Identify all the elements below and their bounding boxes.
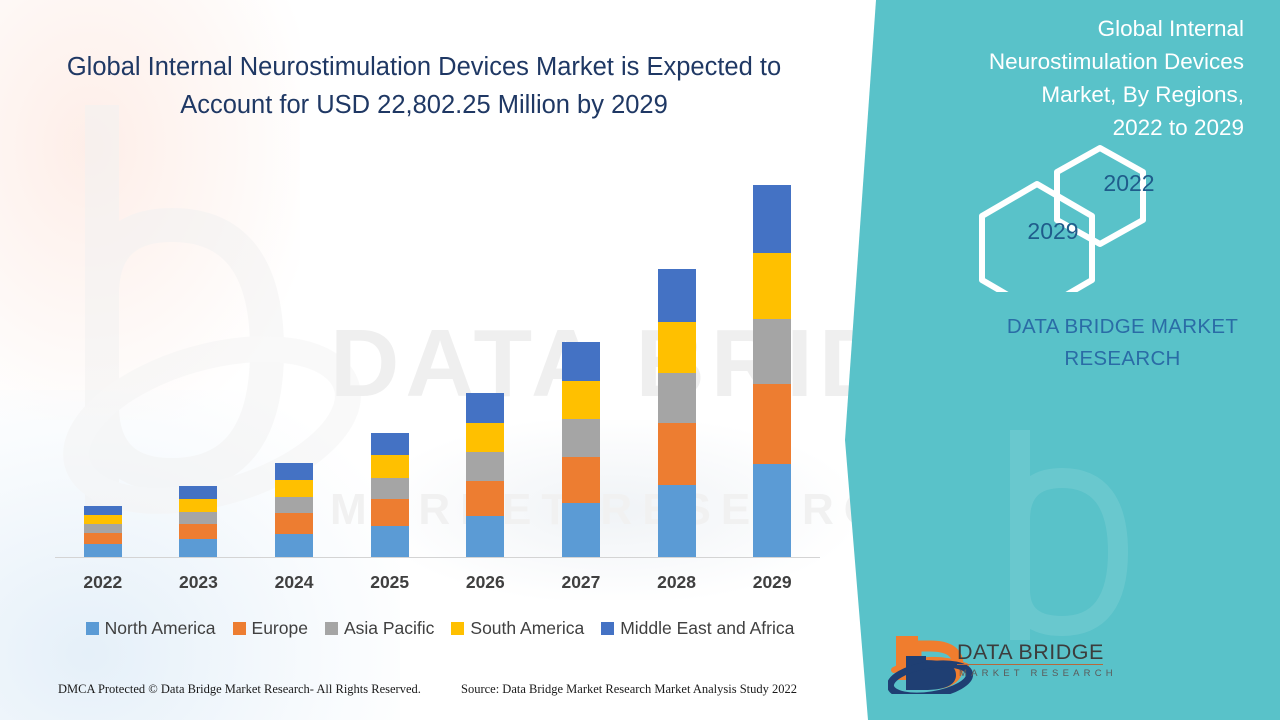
brand-name: DATA BRIDGE MARKET RESEARCH bbox=[1006, 315, 1239, 370]
bar-segment bbox=[753, 319, 792, 384]
bar-segment bbox=[657, 485, 696, 557]
x-axis-label-2029: 2029 bbox=[752, 572, 792, 592]
bar-segment bbox=[753, 464, 792, 557]
legend-label: Europe bbox=[251, 617, 308, 638]
bar-segment bbox=[753, 252, 792, 320]
x-axis-label-2022: 2022 bbox=[83, 572, 123, 592]
footer-copyright: DMCA Protected © Data Bridge Market Rese… bbox=[58, 682, 421, 696]
bar-segment bbox=[275, 496, 314, 514]
x-axis-label-2028: 2028 bbox=[657, 572, 697, 592]
logo-title: DATA BRIDGE bbox=[957, 640, 1104, 664]
bar-group-2026 bbox=[466, 392, 505, 557]
page-title: Global Internal Neurostimulation Devices… bbox=[66, 53, 782, 119]
panel-title: Global Internal Neurostimulation Devices… bbox=[988, 16, 1244, 140]
bar-segment bbox=[370, 499, 409, 527]
bar-segment bbox=[83, 514, 122, 525]
bar-group-2028 bbox=[657, 269, 696, 557]
bar-segment bbox=[561, 380, 600, 420]
bar-segment bbox=[466, 480, 505, 517]
legend-swatch-icon bbox=[85, 621, 99, 635]
bar-group-2025 bbox=[370, 432, 409, 557]
x-axis-labels: 2022 2023 2024 2025 2026 2027 2028 2029 bbox=[55, 572, 820, 598]
bar-segment bbox=[466, 392, 505, 423]
bar-segment bbox=[83, 524, 122, 534]
bar-segment bbox=[561, 419, 600, 457]
legend-label: North America bbox=[104, 617, 216, 638]
legend-label: Asia Pacific bbox=[343, 617, 435, 638]
bar-segment bbox=[370, 526, 409, 557]
legend-swatch-icon bbox=[232, 621, 246, 635]
x-axis-label-2026: 2026 bbox=[465, 572, 505, 592]
bar-group-2029 bbox=[753, 185, 792, 557]
footer-source: Source: Data Bridge Market Research Mark… bbox=[461, 682, 798, 696]
footer: DMCA Protected © Data Bridge Market Rese… bbox=[0, 682, 845, 706]
logo-subtitle: MARKET RESEARCH bbox=[959, 668, 1117, 679]
x-axis-label-2025: 2025 bbox=[370, 572, 410, 592]
bar-segment bbox=[753, 185, 792, 253]
bar-segment bbox=[83, 533, 122, 545]
bar-segment bbox=[370, 477, 409, 500]
bar-segment bbox=[657, 373, 696, 423]
bar-segment bbox=[179, 524, 218, 540]
legend-item[interactable]: North America bbox=[85, 617, 216, 639]
logo-divider bbox=[957, 664, 1103, 665]
bar-segment bbox=[275, 513, 314, 534]
bar-segment bbox=[275, 479, 314, 497]
bar-group-2024 bbox=[275, 463, 314, 557]
bar-segment bbox=[275, 533, 314, 557]
bar-segment bbox=[83, 544, 122, 557]
x-axis-line bbox=[55, 557, 820, 558]
stacked-bar-chart bbox=[55, 150, 820, 558]
hexagon-badges bbox=[979, 145, 1146, 292]
legend-swatch-icon bbox=[601, 621, 615, 635]
bar-segment bbox=[466, 451, 505, 481]
hexagon-2029-icon bbox=[979, 181, 1095, 292]
legend-item[interactable]: Europe bbox=[232, 617, 308, 639]
hexagon-2022-icon bbox=[1054, 145, 1146, 247]
bar-segment bbox=[370, 432, 409, 456]
chart-legend: North America Europe Asia Pacific South Ame… bbox=[55, 615, 825, 641]
legend-label: South America bbox=[470, 617, 585, 638]
bar-group-2027 bbox=[561, 341, 600, 557]
legend-item[interactable]: Asia Pacific bbox=[324, 617, 435, 639]
x-axis-label-2023: 2023 bbox=[178, 572, 218, 592]
legend-swatch-icon bbox=[324, 621, 338, 635]
bar-segment bbox=[275, 463, 314, 480]
bar-segment bbox=[179, 512, 218, 525]
hexagon-label-2029: 2029 bbox=[1027, 218, 1079, 244]
bar-segment bbox=[179, 499, 218, 513]
bar-segment bbox=[179, 486, 218, 500]
bar-segment bbox=[370, 455, 409, 478]
bar-segment bbox=[466, 516, 505, 557]
bar-group-2022 bbox=[83, 505, 122, 557]
data-bridge-logo-icon bbox=[888, 636, 974, 694]
x-axis-label-2024: 2024 bbox=[274, 572, 314, 592]
bar-segment bbox=[561, 341, 600, 381]
bar-segment bbox=[657, 321, 696, 374]
bar-segment bbox=[561, 503, 600, 557]
bar-segment bbox=[657, 269, 696, 322]
bar-segment bbox=[179, 539, 218, 557]
hexagon-label-2022: 2022 bbox=[1103, 170, 1155, 196]
legend-item[interactable]: South America bbox=[451, 618, 584, 639]
bar-segment bbox=[466, 422, 505, 452]
x-axis-label-2027: 2027 bbox=[561, 572, 601, 592]
bar-segment bbox=[753, 383, 792, 465]
bar-segment bbox=[83, 505, 122, 515]
bar-group-2023 bbox=[179, 486, 218, 557]
bar-segment bbox=[657, 422, 696, 486]
bar-segment bbox=[561, 456, 600, 504]
legend-swatch-icon bbox=[451, 621, 465, 635]
legend-label: Middle East and Africa bbox=[620, 617, 795, 638]
legend-item[interactable]: Middle East and Africa bbox=[601, 618, 794, 639]
